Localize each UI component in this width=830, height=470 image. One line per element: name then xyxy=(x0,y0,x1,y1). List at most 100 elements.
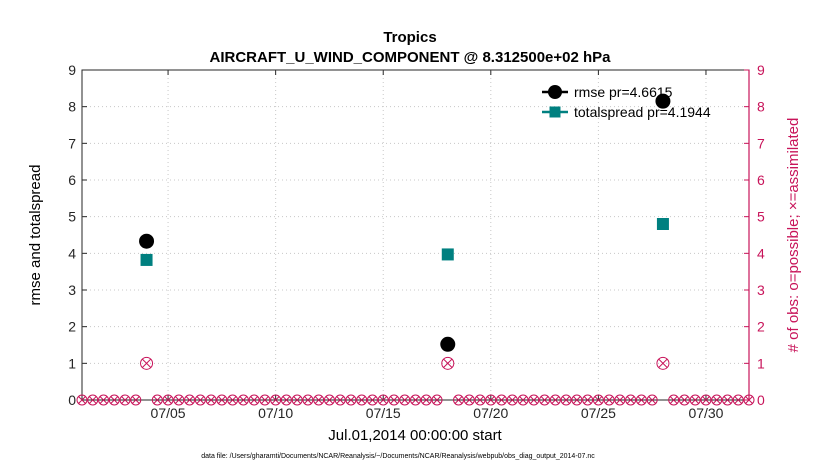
obs-possible-marker xyxy=(334,394,346,406)
obs-assimilated-marker xyxy=(486,396,495,404)
obs-assimilated-marker xyxy=(368,396,377,404)
obs-possible-marker xyxy=(571,394,583,406)
obs-assimilated-marker xyxy=(658,358,668,368)
rmse-point xyxy=(440,336,456,352)
obs-possible-marker xyxy=(388,394,400,406)
obs-assimilated-marker xyxy=(529,396,538,404)
obs-assimilated-marker xyxy=(88,396,97,404)
obs-assimilated-marker xyxy=(540,396,549,404)
obs-assimilated-marker xyxy=(207,396,215,404)
obs-possible-marker xyxy=(259,394,271,406)
obs-possible-marker xyxy=(313,394,325,406)
obs-possible-marker xyxy=(635,394,647,406)
obs-assimilated-marker xyxy=(131,396,140,404)
obs-assimilated-marker xyxy=(174,396,183,404)
obs-assimilated-marker xyxy=(454,396,463,404)
totalspread-point xyxy=(656,218,669,230)
obs-assimilated-marker xyxy=(390,396,398,404)
obs-assimilated-marker xyxy=(443,358,453,368)
obs-assimilated-marker xyxy=(669,396,678,404)
obs-possible-marker xyxy=(474,394,486,406)
obs-assimilated-marker xyxy=(228,396,237,404)
obs-possible-marker xyxy=(656,356,670,370)
obs-assimilated-marker xyxy=(153,396,162,404)
obs-possible-marker xyxy=(366,394,378,406)
obs-possible-marker xyxy=(291,394,303,406)
obs-assimilated-marker xyxy=(185,396,194,404)
rmse-point xyxy=(655,93,671,109)
obs-assimilated-marker xyxy=(379,396,388,404)
obs-possible-marker xyxy=(668,394,680,406)
obs-assimilated-marker xyxy=(196,396,205,404)
obs-possible-marker xyxy=(506,394,518,406)
obs-possible-marker xyxy=(592,394,604,406)
obs-assimilated-marker xyxy=(745,396,753,404)
obs-assimilated-marker xyxy=(400,396,409,404)
obs-assimilated-marker xyxy=(282,396,291,404)
y-tick-label-right: 7 xyxy=(757,135,765,151)
legend: rmse pr=4.6615 totalspread pr=4.1944 xyxy=(542,84,711,120)
obs-possible-marker xyxy=(140,356,154,370)
obs-possible-marker xyxy=(345,394,357,406)
obs-possible-marker xyxy=(151,394,163,406)
plot-area xyxy=(81,69,750,401)
obs-possible-marker xyxy=(184,394,196,406)
obs-assimilated-marker xyxy=(261,396,269,404)
y-tick-label-right: 5 xyxy=(757,209,765,225)
obs-possible-marker xyxy=(560,394,572,406)
obs-possible-marker xyxy=(87,394,99,406)
obs-possible-marker xyxy=(743,394,755,406)
obs-assimilated-marker xyxy=(616,396,624,404)
obs-possible-marker xyxy=(280,394,292,406)
y-tick-label: 1 xyxy=(68,355,76,371)
rmse-point xyxy=(139,233,155,249)
obs-assimilated-marker xyxy=(110,396,119,404)
obs-possible-marker xyxy=(248,394,260,406)
y-tick-label-right: 1 xyxy=(757,355,765,371)
x-tick-label: 07/20 xyxy=(473,405,508,421)
obs-possible-marker xyxy=(603,394,615,406)
y-axis-label-right: # of obs: o=possible; ×=assimilated xyxy=(785,118,802,353)
obs-assimilated-marker xyxy=(497,396,506,404)
legend-marker-rmse xyxy=(548,85,562,99)
legend-marker-totalspread xyxy=(549,106,561,118)
x-tick-label: 07/30 xyxy=(688,405,723,421)
legend-label: rmse pr=4.6615 xyxy=(574,84,673,100)
obs-possible-marker xyxy=(614,394,626,406)
obs-possible-marker xyxy=(302,394,314,406)
data-file-footer: data file: /Users/gharamti/Documents/NCA… xyxy=(201,453,595,460)
obs-assimilated-marker xyxy=(314,396,323,404)
y-tick-label: 8 xyxy=(68,99,76,115)
obs-possible-marker xyxy=(689,394,701,406)
y-tick-label: 5 xyxy=(68,209,76,225)
obs-assimilated-marker xyxy=(99,396,108,404)
obs-assimilated-marker xyxy=(218,396,226,404)
obs-assimilated-marker xyxy=(293,396,302,404)
obs-assimilated-marker xyxy=(336,396,345,404)
obs-assimilated-marker xyxy=(164,396,172,404)
obs-possible-marker xyxy=(420,394,432,406)
x-tick-label: 07/05 xyxy=(151,405,186,421)
obs-possible-marker xyxy=(625,394,637,406)
obs-possible-marker xyxy=(237,394,249,406)
obs-possible-marker xyxy=(162,394,174,406)
y-tick-label: 6 xyxy=(68,172,76,188)
obs-possible-marker xyxy=(119,394,131,406)
obs-possible-marker xyxy=(678,394,690,406)
obs-possible-marker xyxy=(517,394,529,406)
obs-assimilated-marker xyxy=(250,396,258,404)
obs-assimilated-marker xyxy=(433,396,441,404)
obs-assimilated-marker xyxy=(702,396,710,404)
obs-assimilated-marker xyxy=(508,396,517,404)
totalspread-point xyxy=(441,248,454,261)
obs-possible-marker xyxy=(270,394,282,406)
obs-possible-marker xyxy=(431,394,443,406)
obs-possible-marker xyxy=(227,394,239,406)
obs-assimilated-marker xyxy=(691,396,700,404)
obs-assimilated-marker xyxy=(594,396,603,404)
x-tick-label: 07/10 xyxy=(258,405,293,421)
obs-possible-marker xyxy=(377,394,389,406)
obs-possible-marker xyxy=(130,394,142,406)
obs-possible-marker xyxy=(582,394,594,406)
totalspread-point xyxy=(140,253,153,266)
